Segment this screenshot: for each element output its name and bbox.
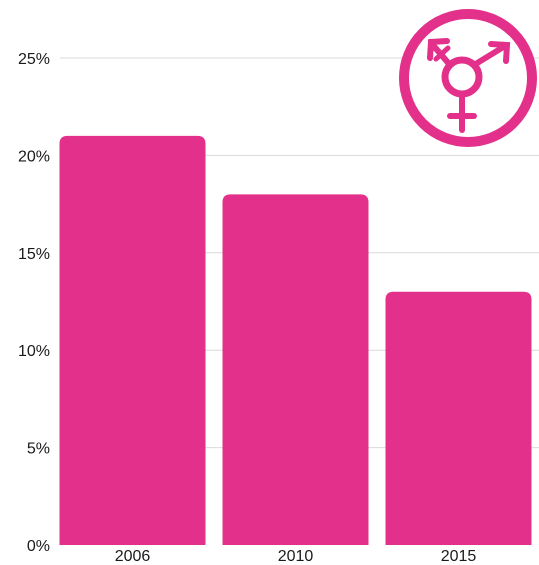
y-tick-label: 20% <box>18 148 50 165</box>
y-tick-label: 0% <box>27 538 50 555</box>
y-tick-label: 15% <box>18 246 50 263</box>
bar-2015 <box>385 291 532 545</box>
x-tick-label: 2015 <box>441 548 477 565</box>
y-tick-label: 10% <box>18 343 50 360</box>
bar-2006 <box>59 135 206 546</box>
x-tick-label: 2006 <box>115 548 151 565</box>
bars <box>59 135 532 546</box>
bar-2010 <box>222 194 369 546</box>
y-tick-label: 25% <box>18 51 50 68</box>
x-axis-ticks: 2006 2010 2015 <box>115 548 477 565</box>
x-tick-label: 2010 <box>278 548 314 565</box>
y-axis-ticks: 0% 5% 10% 15% 20% 25% <box>18 51 50 555</box>
y-tick-label: 5% <box>27 441 50 458</box>
transgender-symbol-icon <box>399 9 537 147</box>
